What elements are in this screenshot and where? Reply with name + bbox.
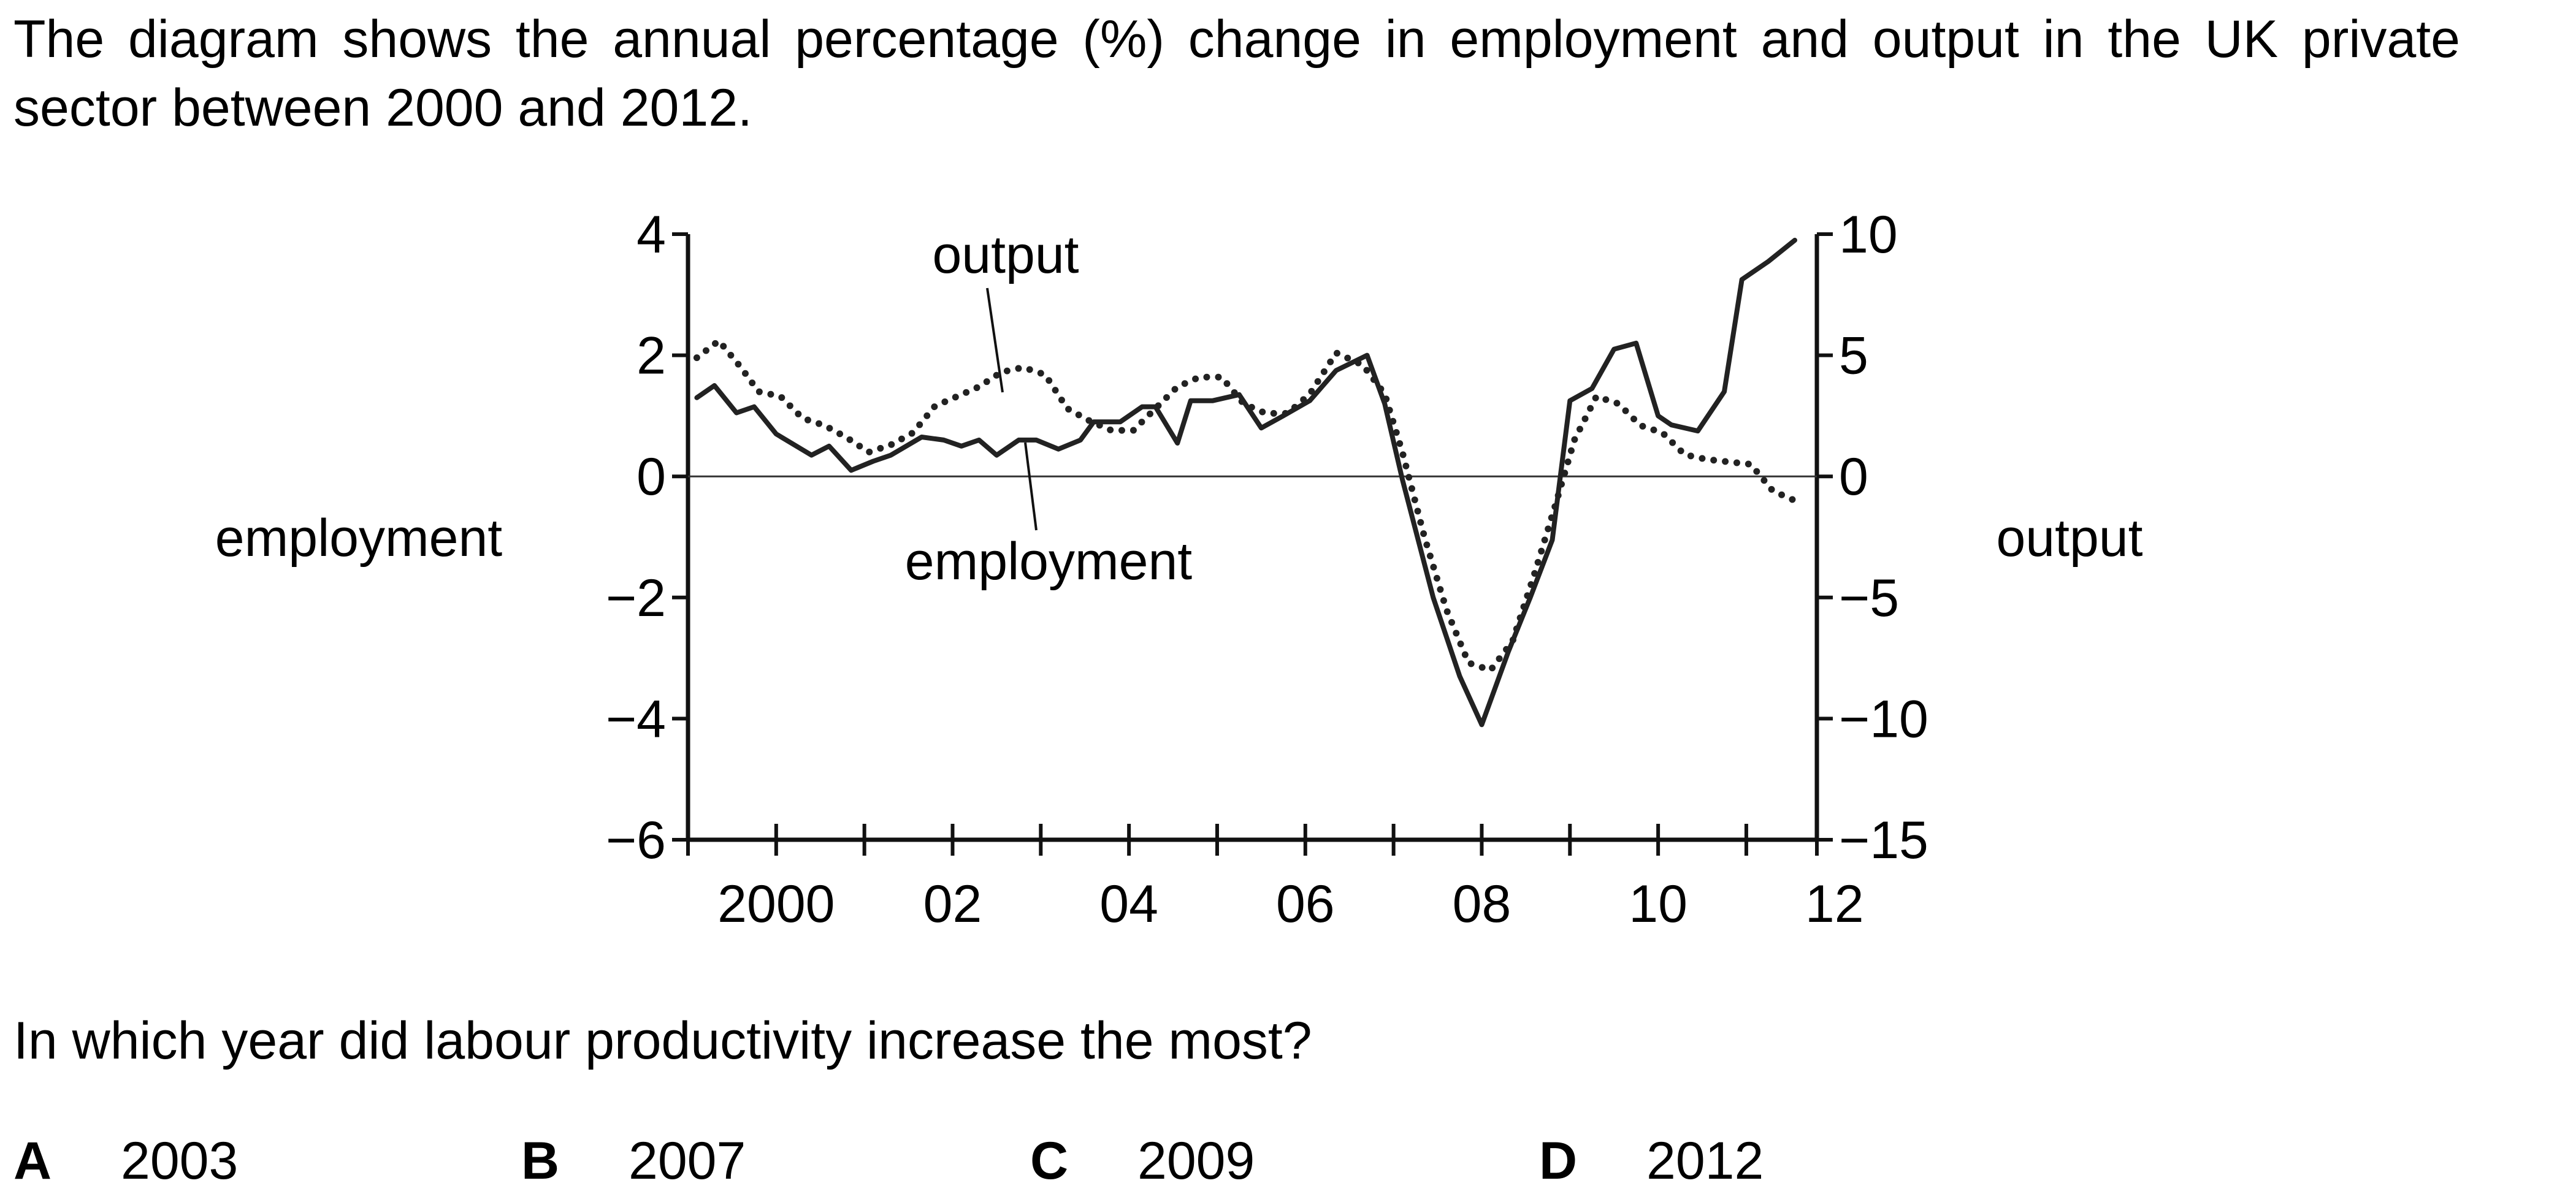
x-tick-label: 10 — [1629, 875, 1687, 934]
x-tick-label: 06 — [1276, 875, 1335, 934]
y-right-tick-label: −5 — [1839, 569, 1899, 628]
y-left-tick-label: −4 — [606, 690, 666, 748]
option-d-letter: D — [1539, 1132, 1578, 1190]
employment-annotation: employment — [905, 532, 1193, 591]
y-right-axis-label: output — [1996, 509, 2142, 568]
employment-annotation-leader — [1024, 442, 1038, 531]
option-b[interactable]: B 2007 — [521, 1127, 746, 1195]
option-b-letter: B — [521, 1132, 560, 1190]
option-c-letter: C — [1030, 1132, 1069, 1190]
output-annotation-leader — [986, 287, 1004, 393]
option-a[interactable]: A 2003 — [13, 1127, 238, 1195]
option-a-letter: A — [13, 1132, 52, 1190]
x-tick-label: 2000 — [717, 875, 835, 934]
x-tick-label: 04 — [1099, 875, 1158, 934]
option-d-value: 2012 — [1646, 1132, 1764, 1190]
output-series-line — [693, 337, 1798, 674]
y-right-tick-label: 0 — [1839, 447, 1868, 506]
y-left-tick-label: 0 — [636, 447, 666, 506]
y-right-tick-label: −10 — [1839, 690, 1928, 748]
y-left-tick-label: 4 — [636, 205, 666, 264]
y-right-tick-label: 5 — [1839, 327, 1868, 386]
option-a-value: 2003 — [121, 1132, 239, 1190]
x-tick-label: 08 — [1453, 875, 1512, 934]
question-text: In which year did labour productivity in… — [13, 1011, 1312, 1070]
y-left-tick-label: −6 — [606, 811, 666, 870]
y-right-tick-label: −15 — [1839, 811, 1928, 870]
option-b-value: 2007 — [629, 1132, 746, 1190]
x-tick-label: 12 — [1805, 875, 1864, 934]
option-c[interactable]: C 2009 — [1030, 1127, 1255, 1195]
option-c-value: 2009 — [1137, 1132, 1255, 1190]
y-left-tick-label: 2 — [636, 327, 666, 386]
employment-series-line — [694, 237, 1797, 728]
y-right-tick-label: 10 — [1839, 205, 1898, 264]
y-left-axis-label: employment — [215, 509, 503, 568]
intro-text: The diagram shows the annual percentage … — [13, 10, 2460, 137]
option-d[interactable]: D 2012 — [1539, 1127, 1764, 1195]
output-annotation: output — [932, 226, 1079, 284]
x-tick-label: 02 — [923, 875, 982, 934]
y-left-tick-label: −2 — [606, 569, 666, 628]
